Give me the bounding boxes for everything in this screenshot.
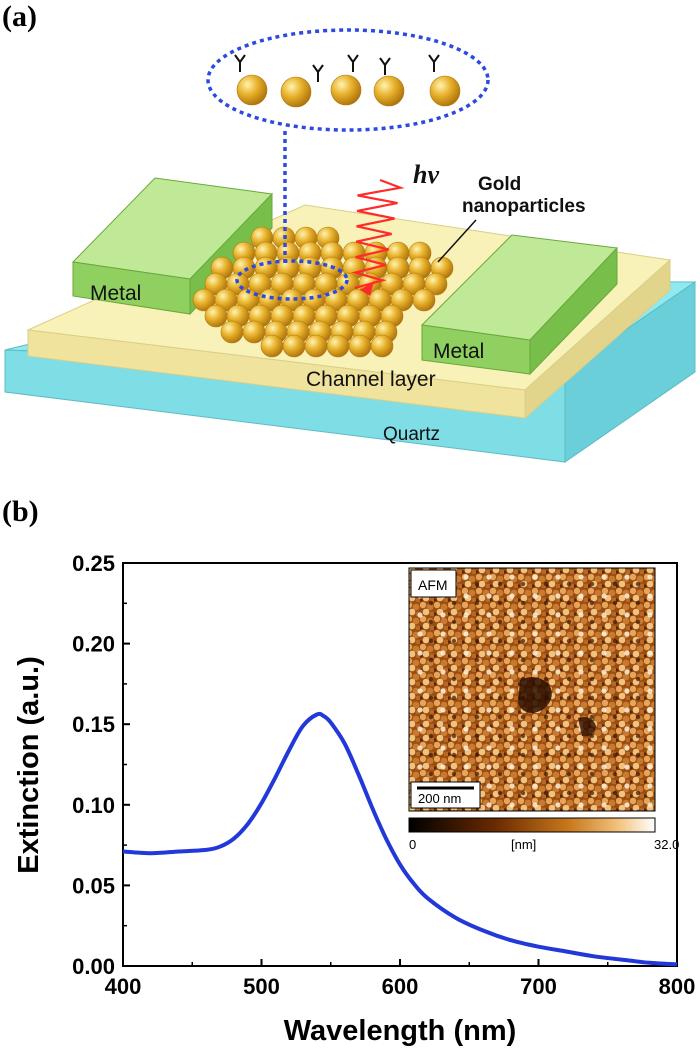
antibody-icon xyxy=(347,54,359,72)
gold-nanoparticle xyxy=(412,288,436,312)
antibody-icon xyxy=(312,64,324,82)
gold-label-line1: Gold xyxy=(478,174,521,195)
colorbar-min: 0 xyxy=(409,837,416,852)
afm-dark-region-2 xyxy=(578,717,596,737)
panel-a-label: (a) xyxy=(2,0,37,33)
light-arrow-head-icon xyxy=(360,281,374,296)
gold-nanoparticle xyxy=(348,334,372,358)
y-tick-label: 0.20 xyxy=(72,632,115,657)
photon-symbol: hν xyxy=(413,160,439,189)
quartz-label: Quartz xyxy=(383,424,440,445)
gold-nanoparticle xyxy=(220,320,244,344)
scalebar-box xyxy=(410,781,481,809)
gold-label-line2: nanoparticles xyxy=(462,196,586,217)
gold-nanoparticle xyxy=(326,334,350,358)
gold-nanoparticle xyxy=(242,320,266,344)
gold-nanoparticle-array xyxy=(192,226,454,358)
panel-b-label: (b) xyxy=(2,495,39,528)
gold-label-leader xyxy=(437,219,477,263)
afm-label: AFM xyxy=(418,577,448,593)
y-tick-label: 0.05 xyxy=(72,873,115,898)
functionalized-nanoparticles-zoom xyxy=(234,54,461,108)
metal-right-label: Metal xyxy=(433,340,484,363)
light-wave-icon xyxy=(351,178,405,290)
extinction-spectrum-line xyxy=(122,711,678,967)
colorbar-max: 32.0 xyxy=(654,837,679,852)
x-tick-label: 400 xyxy=(105,974,142,999)
colorbar xyxy=(408,817,656,833)
y-axis: 0.00 0.05 0.10 0.15 0.20 0.25 xyxy=(72,551,130,979)
gold-nanoparticle xyxy=(304,334,328,358)
functionalized-nanoparticle xyxy=(373,75,405,107)
antibody-icon xyxy=(428,54,440,72)
x-axis-title: Wavelength (nm) xyxy=(284,1015,517,1047)
afm-label-box xyxy=(410,569,457,598)
y-tick-label: 0.25 xyxy=(72,551,115,576)
y-tick-label: 0.15 xyxy=(72,712,115,737)
functionalized-nanoparticle xyxy=(429,75,461,107)
x-axis: 400 500 600 700 800 xyxy=(105,959,696,999)
y-tick-label: 0.10 xyxy=(72,793,115,818)
y-tick-label: 0.00 xyxy=(72,954,115,979)
channel-layer-label: Channel layer xyxy=(306,368,436,391)
gold-nanoparticle xyxy=(204,304,228,328)
x-tick-label: 500 xyxy=(243,974,280,999)
gold-nanoparticle xyxy=(424,272,448,296)
afm-dark-region xyxy=(518,677,552,713)
x-tick-label: 600 xyxy=(382,974,419,999)
zoom-ellipse-top xyxy=(206,28,490,132)
x-tick-label: 700 xyxy=(520,974,557,999)
x-tick-label: 800 xyxy=(659,974,696,999)
antibody-icon xyxy=(234,54,246,72)
gold-nanoparticle xyxy=(260,334,284,358)
gold-nanoparticle xyxy=(370,334,394,358)
colorbar-unit: [nm] xyxy=(511,837,536,852)
scalebar-label: 200 nm xyxy=(418,791,461,806)
functionalized-nanoparticle xyxy=(280,76,312,108)
zoom-ellipse-bottom xyxy=(235,259,349,301)
gold-nanoparticle xyxy=(282,334,306,358)
antibody-icon xyxy=(379,57,391,75)
metal-electrode-right xyxy=(420,234,619,376)
functionalized-nanoparticle xyxy=(330,74,362,106)
afm-inset: AFM 200 nm 0 [nm] 32.0 xyxy=(408,567,679,852)
metal-left-label: Metal xyxy=(90,282,141,305)
functionalized-nanoparticle xyxy=(236,74,268,106)
y-axis-title: Extinction (a.u.) xyxy=(13,656,45,874)
